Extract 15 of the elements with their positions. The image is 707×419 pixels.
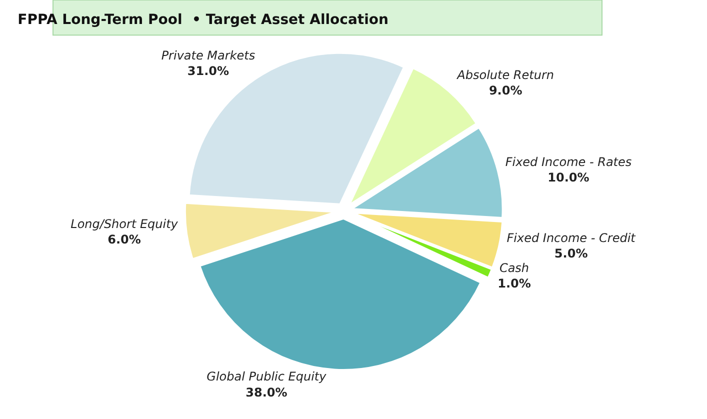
slice-label: Private Markets bbox=[161, 48, 256, 63]
data-label: 6.0% bbox=[108, 232, 141, 246]
slice-label: Long/Short Equity bbox=[70, 216, 179, 231]
chart-title: FPPA Long-Term Pool • Target Asset Allocation bbox=[18, 12, 389, 28]
data-label: 38.0% bbox=[246, 385, 288, 400]
slice-label: Absolute Return bbox=[456, 68, 554, 82]
data-label: 10.0% bbox=[548, 170, 590, 185]
data-label: 1.0% bbox=[498, 276, 531, 291]
data-label: 9.0% bbox=[488, 84, 522, 98]
data-label: 31.0% bbox=[187, 64, 230, 78]
slice-label: Global Public Equity bbox=[206, 370, 328, 384]
slice-label: Fixed Income - Rates bbox=[505, 155, 632, 170]
slice-label: Fixed Income - Credit bbox=[506, 230, 637, 245]
slice-label: Cash bbox=[499, 261, 530, 276]
data-label: 5.0% bbox=[554, 246, 588, 261]
